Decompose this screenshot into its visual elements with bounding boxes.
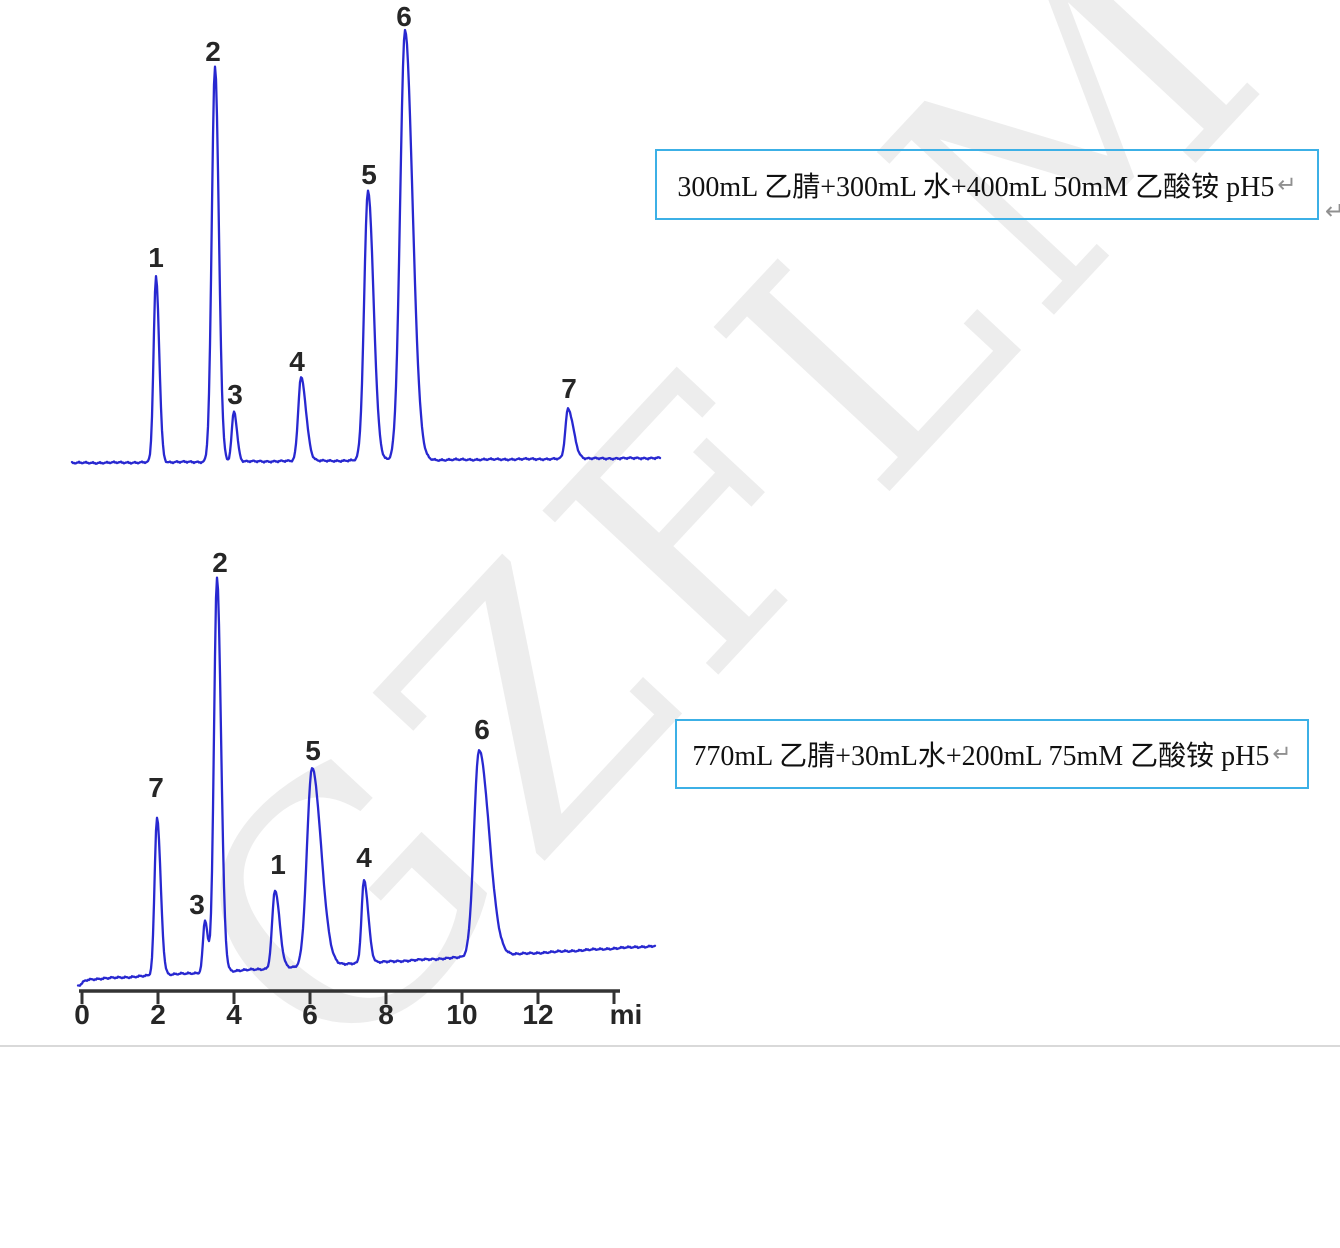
peak-label-3: 3 xyxy=(227,379,243,410)
x-axis-tick-label-0: 0 xyxy=(74,999,90,1030)
x-axis-tick-label-mi: mi xyxy=(610,999,643,1030)
return-mark-icon: ↵ xyxy=(1277,171,1297,198)
peak-label-2: 2 xyxy=(205,36,221,67)
bottom-chromatogram-trace xyxy=(76,576,657,987)
peak-label-4: 4 xyxy=(289,346,305,377)
x-axis-tick-label-12: 12 xyxy=(522,999,553,1030)
peak-label-6: 6 xyxy=(474,714,490,745)
x-axis-tick-label-10: 10 xyxy=(446,999,477,1030)
mobile-phase-annotation-bottom: 770mL 乙腈+30mL水+200mL 75mM 乙酸铵 pH5 ↵ xyxy=(675,719,1309,789)
mobile-phase-annotation-top: 300mL 乙腈+300mL 水+400mL 50mM 乙酸铵 pH5 ↵ xyxy=(655,149,1319,220)
mobile-phase-text-bottom: 770mL 乙腈+30mL水+200mL 75mM 乙酸铵 pH5 xyxy=(692,741,1270,772)
top-chromatogram-trace xyxy=(70,28,662,465)
peak-label-1: 1 xyxy=(270,849,286,880)
return-mark-icon: ↵ xyxy=(1325,197,1340,225)
peak-label-7: 7 xyxy=(148,772,164,803)
return-mark-icon: ↵ xyxy=(1272,741,1292,767)
peak-label-5: 5 xyxy=(361,159,377,190)
mobile-phase-text-top: 300mL 乙腈+300mL 水+400mL 50mM 乙酸铵 pH5 xyxy=(677,171,1275,203)
x-axis-tick-label-6: 6 xyxy=(302,999,318,1030)
x-axis-tick-label-4: 4 xyxy=(226,999,242,1030)
peak-label-3: 3 xyxy=(189,889,205,920)
peak-label-2: 2 xyxy=(212,547,228,578)
peak-label-4: 4 xyxy=(356,842,372,873)
page-bottom-divider xyxy=(0,1045,1340,1047)
peak-label-6: 6 xyxy=(396,1,412,32)
x-axis-tick-label-8: 8 xyxy=(378,999,394,1030)
x-axis-tick-label-2: 2 xyxy=(150,999,166,1030)
peak-label-7: 7 xyxy=(561,373,577,404)
peak-label-5: 5 xyxy=(305,735,321,766)
peak-label-1: 1 xyxy=(148,242,164,273)
